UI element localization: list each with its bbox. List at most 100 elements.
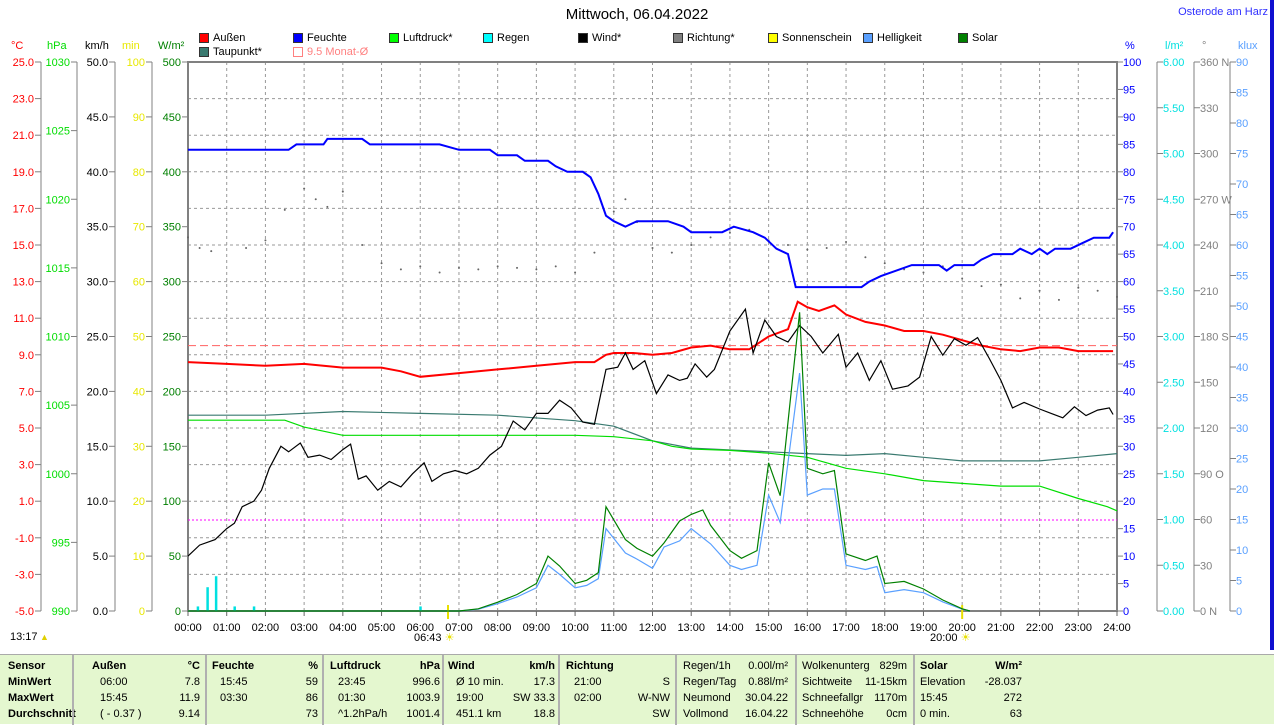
table-cell: SW — [652, 708, 670, 720]
x-tick-label: 19:00 — [910, 622, 938, 634]
axis-unit-rain: l/m² — [1165, 40, 1184, 52]
axis-label-solar: 100 — [163, 496, 181, 508]
section-unit: % — [308, 660, 318, 672]
direction-dot — [303, 187, 306, 190]
table-cell: 15:45 — [920, 692, 948, 704]
axis-label-rain: 2.00 — [1163, 423, 1184, 435]
axis-label-hum: 0 — [1123, 606, 1129, 618]
series-wind — [187, 307, 1114, 557]
axis-label-wind: 20.0 — [87, 386, 108, 398]
section-title: Solar — [920, 660, 948, 672]
legend-swatch — [673, 33, 683, 43]
table-divider — [913, 655, 915, 725]
axis-label-solar: 200 — [163, 386, 181, 398]
axis-label-hum: 50 — [1123, 332, 1135, 344]
legend-item: Sonnenschein — [768, 32, 852, 44]
axis-label-lux: 75 — [1236, 149, 1248, 161]
table-cell: 01:30 — [338, 692, 366, 704]
chart-title: Mittwoch, 06.04.2022 — [565, 6, 709, 23]
axis-label-solar: 50 — [169, 551, 181, 563]
table-divider — [72, 655, 74, 725]
table-cell: 18.8 — [533, 708, 555, 720]
direction-dot — [477, 268, 480, 271]
axis-label-hum: 45 — [1123, 359, 1135, 371]
direction-dot — [283, 208, 286, 211]
rain-bar — [214, 576, 218, 611]
axis-label-hum: 100 — [1123, 57, 1141, 69]
axis-label-dir: 0 N — [1200, 606, 1217, 618]
table-cell: 1001.4 — [406, 708, 440, 720]
direction-dot — [516, 266, 519, 269]
axis-label-hum: 15 — [1123, 524, 1135, 536]
axis-label-temp: 11.0 — [13, 313, 34, 325]
x-tick-label: 10:00 — [561, 622, 589, 634]
direction-dot — [210, 250, 213, 253]
table-cell: 0 min. — [920, 708, 950, 720]
axis-label-solar: 250 — [163, 332, 181, 344]
series-feuchte — [188, 137, 1114, 289]
section-title: Richtung — [566, 660, 614, 672]
axis-label-lux: 45 — [1236, 332, 1248, 344]
direction-dot — [624, 198, 627, 201]
x-tick-label: 02:00 — [252, 622, 280, 634]
table-cell: ^1.2hPa/h — [338, 708, 388, 720]
direction-dot — [864, 256, 867, 259]
legend-label: Richtung* — [687, 32, 735, 44]
axis-label-temp: -3.0 — [15, 569, 34, 581]
x-tick-label: 20:00 — [948, 622, 976, 634]
table-cell: 19:00 — [456, 692, 484, 704]
table-cell: 451.1 km — [456, 708, 502, 720]
legend-label: Luftdruck* — [403, 32, 453, 44]
axis-label-temp: 13.0 — [13, 277, 34, 289]
axis-label-lux: 65 — [1236, 210, 1248, 222]
table-cell: 03:30 — [220, 692, 248, 704]
direction-dot — [1096, 289, 1099, 292]
legend-label: Feuchte — [307, 32, 347, 44]
direction-dot — [554, 265, 557, 268]
table-cell: 02:00 — [574, 692, 602, 704]
series-helligkeit — [188, 373, 971, 612]
axis-label-lux: 60 — [1236, 240, 1248, 252]
x-tick-label: 00:00 — [174, 622, 202, 634]
axis-label-dir: 330 — [1200, 103, 1218, 115]
axis-label-lux: 80 — [1236, 118, 1248, 130]
row-label: Durchschnitt — [8, 708, 76, 720]
row-label: MaxWert — [8, 692, 54, 704]
section-unit: hPa — [419, 660, 440, 672]
axis-label-hum: 95 — [1123, 84, 1135, 96]
axis-label-rain: 3.00 — [1163, 332, 1184, 344]
axis-label-sun: 70 — [133, 222, 145, 234]
axis-label-rain: 2.50 — [1163, 377, 1184, 389]
axis-label-wind: 30.0 — [87, 277, 108, 289]
section-title: Feuchte — [212, 660, 255, 672]
sun-icon: ☀ — [441, 632, 455, 644]
axis-label-wind: 50.0 — [87, 57, 108, 69]
direction-dot — [845, 240, 848, 243]
right-border — [1270, 0, 1274, 650]
axis-unit-wind: km/h — [85, 40, 109, 52]
axis-unit-press: hPa — [47, 40, 67, 52]
axis-label-lux: 0 — [1236, 606, 1242, 618]
axis-label-lux: 5 — [1236, 576, 1242, 588]
axis-label-hum: 25 — [1123, 469, 1135, 481]
table-cell: ( - 0.37 ) — [100, 708, 142, 720]
legend-item: Solar — [958, 32, 998, 44]
x-tick-label: 12:00 — [639, 622, 667, 634]
axis-unit-hum: % — [1125, 40, 1135, 52]
legend-swatch — [768, 33, 778, 43]
axis-label-sun: 30 — [133, 441, 145, 453]
axis-label-hum: 55 — [1123, 304, 1135, 316]
axis-label-sun: 100 — [127, 57, 145, 69]
sunset-label: 20:00 ☀ — [930, 631, 970, 644]
direction-dot — [341, 190, 344, 193]
axis-label-hum: 90 — [1123, 112, 1135, 124]
legend-swatch — [389, 33, 399, 43]
section-title: Außen — [92, 660, 127, 672]
series-solar — [188, 312, 971, 612]
axis-label-temp: 15.0 — [13, 240, 34, 252]
axis-label-dir: 90 O — [1200, 469, 1224, 481]
table-cell: 30.04.22 — [745, 692, 788, 704]
section-title: Wind — [448, 660, 475, 672]
row-label: MinWert — [8, 676, 52, 688]
legend-item: Taupunkt* — [199, 46, 262, 58]
